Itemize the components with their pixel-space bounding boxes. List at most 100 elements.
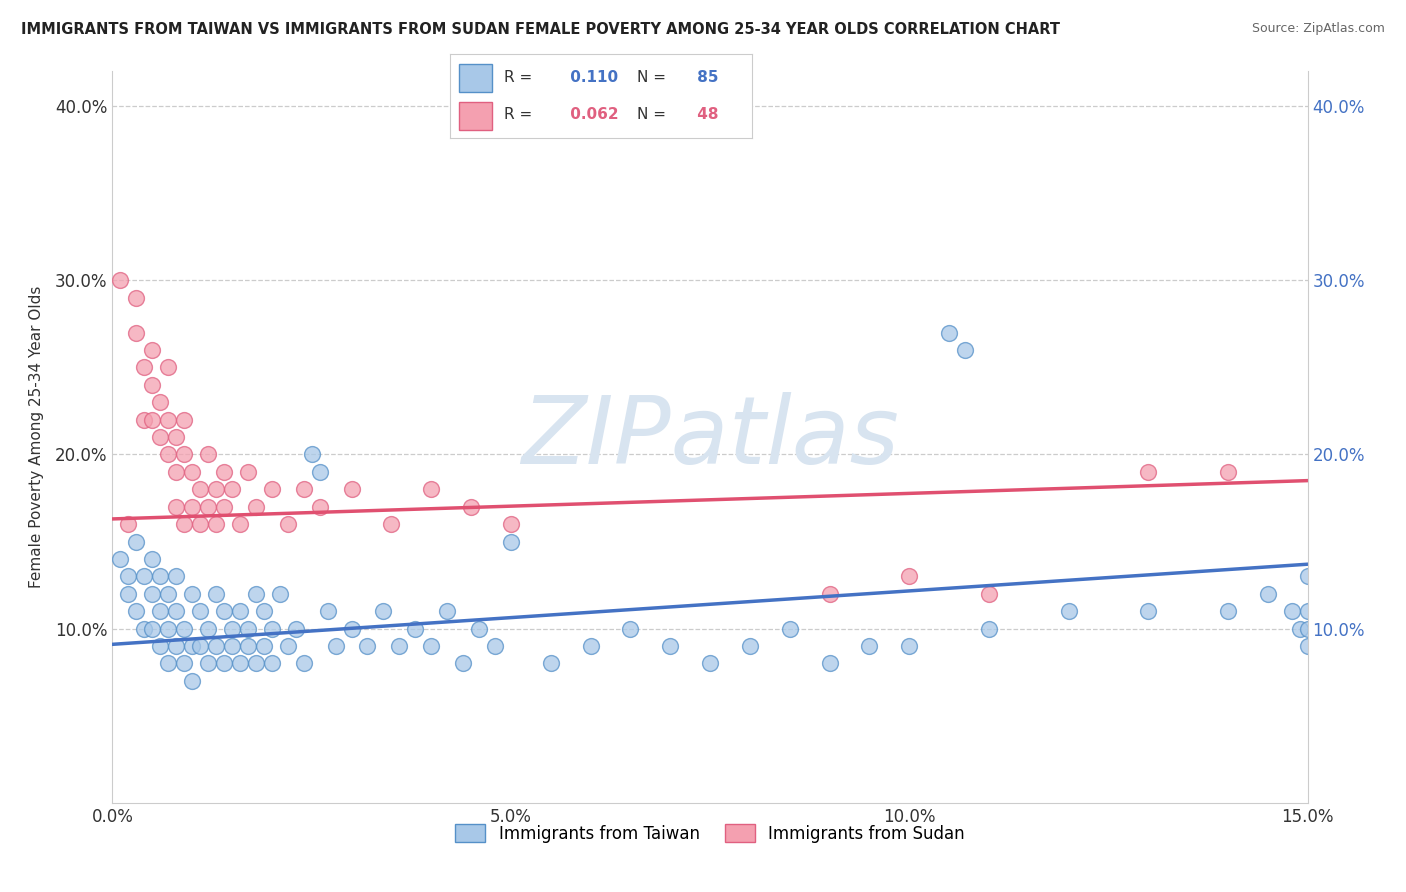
- Text: 0.062: 0.062: [565, 107, 619, 122]
- Point: [181, 587, 204, 601]
- Point: [499, 517, 522, 532]
- Point: [260, 483, 283, 497]
- Point: [373, 604, 395, 618]
- Point: [205, 639, 228, 653]
- Point: [165, 639, 187, 653]
- Point: [277, 517, 299, 532]
- Point: [340, 483, 363, 497]
- Point: [149, 395, 172, 409]
- Point: [898, 569, 921, 583]
- Point: [165, 430, 187, 444]
- Point: [236, 465, 259, 479]
- Point: [579, 639, 602, 653]
- Text: Source: ZipAtlas.com: Source: ZipAtlas.com: [1251, 22, 1385, 36]
- Point: [1216, 604, 1239, 618]
- Y-axis label: Female Poverty Among 25-34 Year Olds: Female Poverty Among 25-34 Year Olds: [30, 286, 44, 588]
- Point: [938, 326, 960, 340]
- Point: [236, 622, 259, 636]
- Point: [451, 657, 474, 671]
- Point: [212, 500, 235, 514]
- Text: R =: R =: [505, 107, 537, 122]
- Point: [173, 622, 195, 636]
- Point: [316, 604, 339, 618]
- Point: [1296, 622, 1319, 636]
- Point: [165, 500, 187, 514]
- Point: [1288, 622, 1310, 636]
- Point: [460, 500, 482, 514]
- Point: [157, 587, 180, 601]
- Point: [188, 483, 211, 497]
- Point: [181, 465, 204, 479]
- Point: [149, 430, 172, 444]
- Text: ZIPatlas: ZIPatlas: [522, 392, 898, 483]
- Point: [619, 622, 641, 636]
- FancyBboxPatch shape: [458, 63, 492, 92]
- Point: [977, 622, 1000, 636]
- Point: [818, 657, 841, 671]
- Point: [117, 569, 139, 583]
- Point: [659, 639, 682, 653]
- Point: [188, 604, 211, 618]
- Point: [1216, 465, 1239, 479]
- Point: [898, 639, 921, 653]
- Point: [236, 639, 259, 653]
- Point: [134, 412, 156, 426]
- Point: [245, 657, 267, 671]
- Point: [420, 639, 443, 653]
- Point: [165, 569, 187, 583]
- Point: [110, 273, 132, 287]
- Point: [245, 500, 267, 514]
- Point: [221, 622, 243, 636]
- Point: [245, 587, 267, 601]
- Text: N =: N =: [637, 70, 671, 85]
- Point: [292, 657, 315, 671]
- Point: [157, 622, 180, 636]
- Point: [1281, 604, 1303, 618]
- Point: [173, 448, 195, 462]
- Point: [277, 639, 299, 653]
- Point: [165, 604, 187, 618]
- Text: 48: 48: [692, 107, 718, 122]
- Point: [1257, 587, 1279, 601]
- Point: [540, 657, 562, 671]
- Point: [157, 412, 180, 426]
- Point: [141, 622, 163, 636]
- Point: [197, 500, 219, 514]
- Point: [125, 326, 148, 340]
- Point: [380, 517, 402, 532]
- Point: [388, 639, 411, 653]
- Point: [1296, 569, 1319, 583]
- Point: [173, 412, 195, 426]
- Point: [157, 657, 180, 671]
- Point: [134, 569, 156, 583]
- Point: [308, 465, 330, 479]
- Point: [468, 622, 491, 636]
- Point: [197, 448, 219, 462]
- Point: [197, 657, 219, 671]
- Text: R =: R =: [505, 70, 537, 85]
- Point: [779, 622, 801, 636]
- Point: [253, 639, 276, 653]
- Text: N =: N =: [637, 107, 671, 122]
- Point: [484, 639, 506, 653]
- Point: [149, 569, 172, 583]
- Point: [141, 377, 163, 392]
- Legend: Immigrants from Taiwan, Immigrants from Sudan: Immigrants from Taiwan, Immigrants from …: [449, 818, 972, 849]
- Point: [1296, 639, 1319, 653]
- Point: [284, 622, 307, 636]
- Point: [292, 483, 315, 497]
- Point: [157, 360, 180, 375]
- Point: [229, 604, 252, 618]
- Point: [229, 657, 252, 671]
- Point: [436, 604, 458, 618]
- Point: [253, 604, 276, 618]
- Point: [141, 587, 163, 601]
- Point: [181, 639, 204, 653]
- Point: [308, 500, 330, 514]
- Point: [134, 622, 156, 636]
- Point: [205, 517, 228, 532]
- Point: [181, 500, 204, 514]
- Point: [117, 517, 139, 532]
- Point: [404, 622, 426, 636]
- Point: [499, 534, 522, 549]
